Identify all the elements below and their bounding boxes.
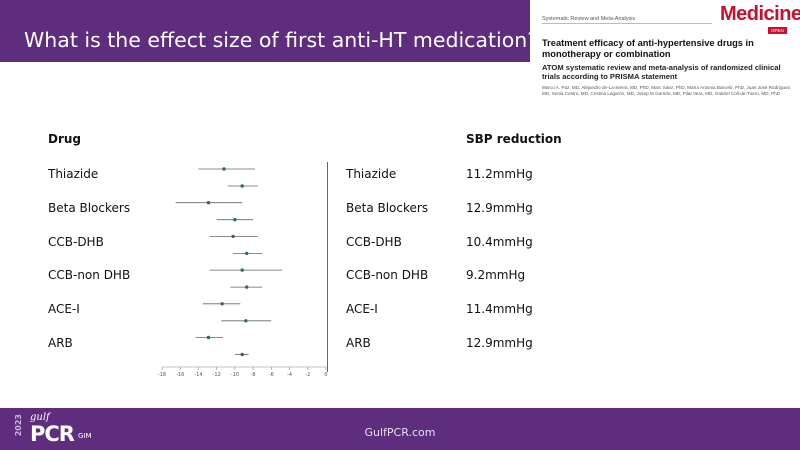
gulfpcr-logo: 2023 gulf PCR GIM xyxy=(14,412,124,448)
left-drug-label: CCB-non DHB xyxy=(48,268,131,282)
title-bar: What is the effect size of first anti-HT… xyxy=(0,0,538,62)
estimate-point xyxy=(245,251,249,256)
sbp-value: 9.2mmHg xyxy=(466,268,526,282)
drug-column-header: Drug xyxy=(48,132,82,146)
logo-gim-text: GIM xyxy=(78,432,92,440)
estimate-point xyxy=(231,234,235,239)
estimate-point xyxy=(240,184,244,188)
x-tick-label: -8 xyxy=(251,372,256,378)
right-drug-label: CCB-DHB xyxy=(346,235,402,249)
estimate-point xyxy=(244,319,248,323)
forest-plot: -18 -16 -14 -12 -10 -8 -6 -4 -2 0 xyxy=(158,167,328,378)
x-tick-label: -4 xyxy=(287,372,292,378)
right-drug-label: ARB xyxy=(346,336,371,350)
sbp-value: 12.9mmHg xyxy=(466,201,533,215)
sbp-value: 11.4mmHg xyxy=(466,302,533,316)
paper-section-label: Systematic Review and Meta-Analysis xyxy=(542,16,712,24)
x-tick-label: -2 xyxy=(305,372,310,378)
x-tick-label: -14 xyxy=(194,372,202,378)
paper-title: Treatment efficacy of anti-hypertensive … xyxy=(542,38,754,59)
x-tick-label: 0 xyxy=(324,372,327,378)
estimate-point xyxy=(220,302,224,306)
x-tick-label: -16 xyxy=(176,372,184,378)
estimate-point xyxy=(206,201,211,205)
left-drug-label: Thiazide xyxy=(48,167,99,181)
paper-authors: Marco A. Paz, MD, Alejandro de-La-Sierra… xyxy=(542,85,792,96)
estimate-point xyxy=(240,268,244,272)
column-divider xyxy=(327,162,328,372)
paper-excerpt: Systematic Review and Meta-Analysis Medi… xyxy=(540,0,800,120)
slide-title: What is the effect size of first anti-HT… xyxy=(24,28,539,52)
left-drug-label: Beta Blockers xyxy=(48,201,131,215)
estimate-point xyxy=(233,218,237,222)
x-tick-label: -10 xyxy=(231,372,239,378)
open-access-badge: OPEN xyxy=(768,27,787,34)
x-tick-label: -18 xyxy=(158,372,166,378)
sbp-value: 12.9mmHg xyxy=(466,336,533,350)
estimate-point xyxy=(240,352,244,357)
left-drug-label: ACE-I xyxy=(48,302,80,316)
sbp-column-header: SBP reduction xyxy=(466,132,562,146)
journal-logo: Medicine xyxy=(720,3,800,25)
right-drug-label: ACE-I xyxy=(346,302,378,316)
estimate-point xyxy=(245,285,249,289)
logo-gulf-text: gulf xyxy=(30,412,50,423)
right-drug-label: Thiazide xyxy=(346,167,397,181)
logo-pcr-text: PCR xyxy=(30,422,75,446)
left-drug-label: CCB-DHB xyxy=(48,235,104,249)
sbp-value: 11.2mmHg xyxy=(466,167,533,181)
x-tick-label: -12 xyxy=(213,372,221,378)
footer-bar: 2023 gulf PCR GIM GulfPCR.com xyxy=(0,408,800,450)
footer-url[interactable]: GulfPCR.com xyxy=(364,426,436,439)
estimate-point xyxy=(222,167,226,171)
x-tick-label: -6 xyxy=(269,372,274,378)
sbp-value: 10.4mmHg xyxy=(466,235,533,249)
right-drug-label: CCB-non DHB xyxy=(346,268,429,282)
estimate-point xyxy=(206,335,211,340)
paper-subtitle: ATOM systematic review and meta-analysis… xyxy=(542,63,781,81)
right-drug-label: Beta Blockers xyxy=(346,201,429,215)
left-drug-label: ARB xyxy=(48,336,73,350)
